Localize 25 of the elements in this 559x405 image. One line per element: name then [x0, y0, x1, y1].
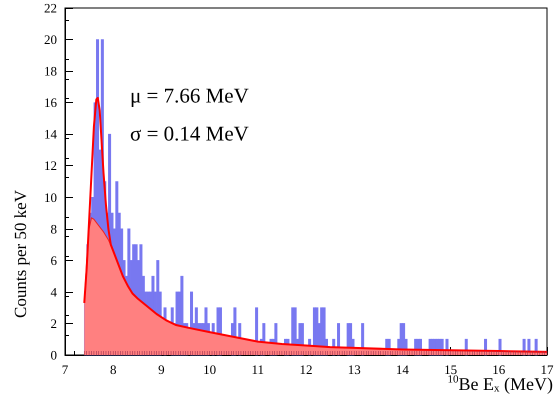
y-tick-label: 18: [44, 64, 57, 79]
y-tick-label: 0: [50, 348, 57, 362]
y-tick-label: 14: [44, 126, 58, 142]
y-tick-label: 4: [50, 284, 58, 300]
y-tick-label: 20: [44, 32, 57, 48]
y-tick-label: 12: [44, 158, 57, 174]
x-tick-label: 12: [300, 362, 312, 377]
annotation: σ = 0.14 MeV: [130, 122, 249, 146]
x-tick-label: 10: [203, 362, 216, 377]
x-tick-label: 16: [492, 362, 506, 377]
x-tick-label: 13: [348, 362, 361, 377]
y-axis-title: Counts per 50 keV: [11, 189, 30, 318]
x-tick-label: 9: [158, 362, 165, 377]
y-tick-label: 16: [44, 95, 58, 110]
x-tick-label: 7: [62, 362, 69, 377]
y-tick-label: 8: [50, 221, 57, 236]
x-tick-label: 14: [396, 362, 410, 377]
y-tick-label: 22: [44, 0, 57, 16]
x-tick-label: 11: [252, 362, 264, 377]
x-tick-label: 8: [110, 362, 116, 377]
y-tick-label: 10: [44, 190, 57, 205]
annotation: μ = 7.66 MeV: [130, 84, 249, 108]
y-tick-label: 6: [50, 252, 58, 268]
y-tick-label: 2: [50, 316, 57, 331]
x-tick-label: 17: [540, 362, 554, 377]
